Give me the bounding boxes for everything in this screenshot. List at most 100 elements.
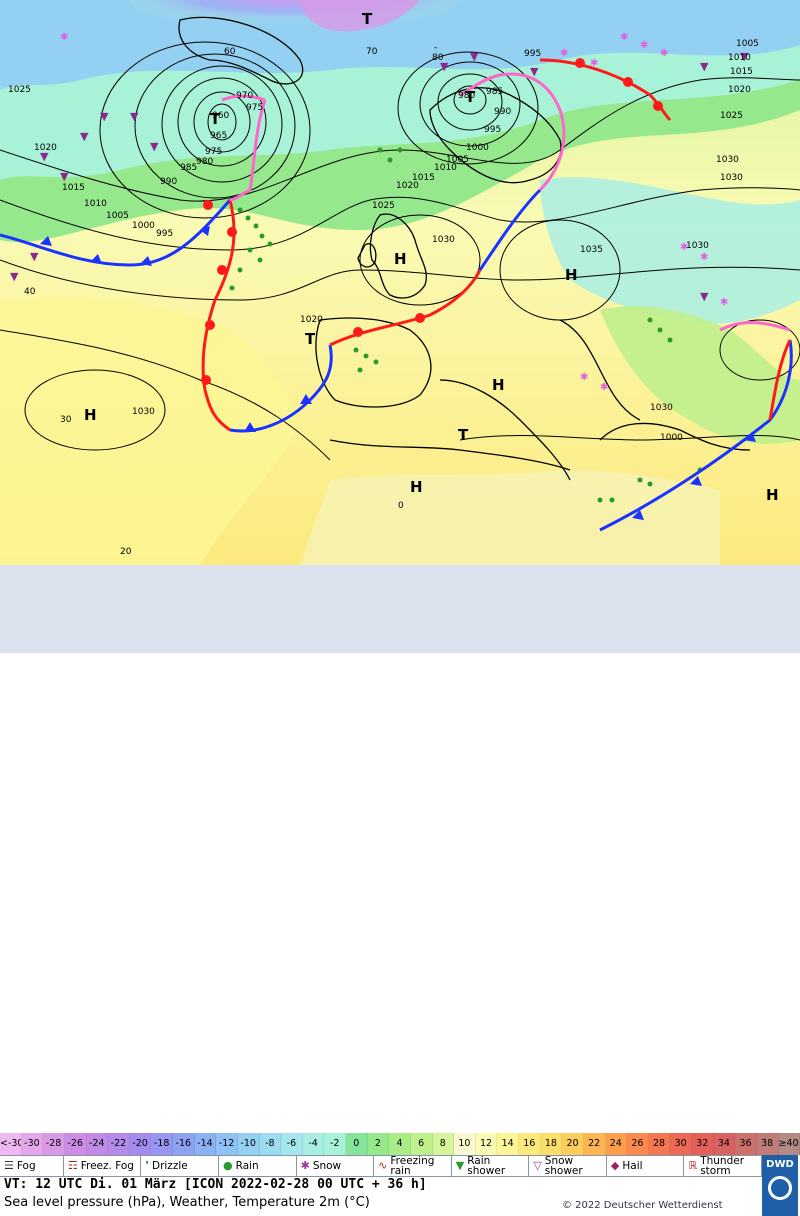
legend-item-freezing-fog: ☶Freez. Fog <box>64 1156 142 1176</box>
freezing-fog-icon: ☶ <box>68 1161 78 1171</box>
fog-icon: ☰ <box>4 1161 14 1171</box>
isobar-label: 1005 <box>106 211 129 221</box>
isobar-label: 1025 <box>372 201 395 211</box>
isobar-label: 1020 <box>34 143 57 153</box>
svg-text:▼: ▼ <box>530 65 539 78</box>
temp-label: 80 <box>432 53 444 63</box>
scale-cell: 30 <box>670 1133 692 1155</box>
scale-cell: 10 <box>454 1133 476 1155</box>
isobar-label: 1030 <box>132 407 155 417</box>
svg-text:▼: ▼ <box>700 60 709 73</box>
isobar-label: 960 <box>212 111 229 121</box>
isobar-label: 1015 <box>730 67 753 77</box>
isobar-label: 965 <box>210 131 227 141</box>
pressure-centre-high: H <box>84 406 97 424</box>
scale-cell: 8 <box>433 1133 455 1155</box>
legend-panel: <-30-30-28-26-24-22-20-18-16-14-12-10-8-… <box>0 565 800 653</box>
isobar-label: 990 <box>160 177 177 187</box>
scale-cell: -4 <box>303 1133 325 1155</box>
scale-cell: 6 <box>411 1133 433 1155</box>
scale-cell: -28 <box>43 1133 65 1155</box>
pressure-centre-high: H <box>565 266 578 284</box>
legend-item-snow-shower: ▽Snow shower <box>529 1156 607 1176</box>
isobar-label: 980 <box>196 157 213 167</box>
temp-label: 20 <box>120 547 132 557</box>
legend-item-rain-shower: ▼Rain shower <box>452 1156 530 1176</box>
scale-cell: 4 <box>389 1133 411 1155</box>
scale-cell: -30 <box>22 1133 44 1155</box>
isobar-label: 995 <box>156 229 173 239</box>
dwd-swirl-icon <box>768 1176 792 1200</box>
thunderstorm-icon: ℝ <box>688 1161 697 1171</box>
svg-text:✱: ✱ <box>640 40 648 51</box>
isobar-label: 995 <box>524 49 541 59</box>
legend-item-rain: ●Rain <box>219 1156 297 1176</box>
scale-cell: 36 <box>735 1133 757 1155</box>
isobar-label: 1005 <box>446 155 469 165</box>
scale-cell: 20 <box>562 1133 584 1155</box>
legend-item-label: Snow <box>313 1161 341 1171</box>
snow-shower-icon: ▽ <box>533 1161 541 1171</box>
svg-text:▼: ▼ <box>60 170 69 183</box>
scale-cell: -6 <box>281 1133 303 1155</box>
legend-item-label: Thunder storm <box>700 1156 757 1176</box>
isobar-label: 1005 <box>736 39 759 49</box>
legend-item-label: Rain shower <box>467 1156 524 1176</box>
svg-text:▼: ▼ <box>100 110 109 123</box>
scale-cell: 0 <box>346 1133 368 1155</box>
scale-cell: 34 <box>714 1133 736 1155</box>
svg-text:✱: ✱ <box>720 297 728 308</box>
legend-item-snow: ✱Snow <box>297 1156 375 1176</box>
isobar-label: 1030 <box>716 155 739 165</box>
svg-text:✱: ✱ <box>580 372 588 383</box>
freezing-rain-icon: ∿ <box>378 1161 387 1171</box>
weather-symbol-legend: ☰Fog☶Freez. Fog❜Drizzle●Rain✱Snow∿Freezi… <box>0 1155 762 1177</box>
scale-cell: -26 <box>65 1133 87 1155</box>
scale-cell: 14 <box>497 1133 519 1155</box>
isobar-label: 1030 <box>650 403 673 413</box>
scale-cell: -24 <box>87 1133 109 1155</box>
isobar-label: 985 <box>180 163 197 173</box>
isobar-label: 1030 <box>686 241 709 251</box>
temperature-scale: <-30-30-28-26-24-22-20-18-16-14-12-10-8-… <box>0 1133 800 1155</box>
scale-cell: -18 <box>151 1133 173 1155</box>
svg-text:✱: ✱ <box>660 48 668 59</box>
svg-text:✱: ✱ <box>620 32 628 43</box>
scale-cell: -20 <box>130 1133 152 1155</box>
scale-cell: ≥40 °C <box>779 1133 800 1155</box>
isobar-label: 995 <box>484 125 501 135</box>
temp-label: 40 <box>24 287 36 297</box>
legend-item-drizzle: ❜Drizzle <box>141 1156 219 1176</box>
legend-item-label: Drizzle <box>152 1161 188 1171</box>
isobar-label: 980 <box>458 91 475 101</box>
scale-cell: 16 <box>519 1133 541 1155</box>
svg-text:▼: ▼ <box>130 110 139 123</box>
svg-text:✱: ✱ <box>560 48 568 59</box>
scale-cell: -8 <box>260 1133 282 1155</box>
weather-map: ▼▼ ▼▼ ▼▼ ▼▼ ▼▼ ▼▼ ▼▼ ✱✱✱ ✱✱✱ ✱✱✱ ✱✱ <box>0 0 800 565</box>
scale-cell: -16 <box>173 1133 195 1155</box>
isobar-label: 1020 <box>728 85 751 95</box>
scale-cell: 22 <box>584 1133 606 1155</box>
svg-text:▼: ▼ <box>80 130 89 143</box>
isobar-label: 970 <box>236 91 253 101</box>
scale-cell: 28 <box>649 1133 671 1155</box>
temp-label: 70 <box>366 47 378 57</box>
pressure-centre-high: H <box>766 486 779 504</box>
svg-text:✱: ✱ <box>60 32 68 43</box>
isobar-label: 1010 <box>728 53 751 63</box>
scale-cell: 38 <box>757 1133 779 1155</box>
scale-cell: -14 <box>195 1133 217 1155</box>
snow-icon: ✱ <box>301 1161 310 1171</box>
isobar-label: 1030 <box>432 235 455 245</box>
scale-cell: <-30 <box>0 1133 22 1155</box>
scale-cell: 32 <box>692 1133 714 1155</box>
isobar-label: 1025 <box>8 85 31 95</box>
svg-text:✱: ✱ <box>700 252 708 263</box>
hail-icon: ◆ <box>611 1161 619 1171</box>
svg-text:▼: ▼ <box>150 140 159 153</box>
legend-item-label: Rain <box>236 1161 259 1171</box>
temp-label: 60 <box>224 47 236 57</box>
scale-cell: 26 <box>627 1133 649 1155</box>
